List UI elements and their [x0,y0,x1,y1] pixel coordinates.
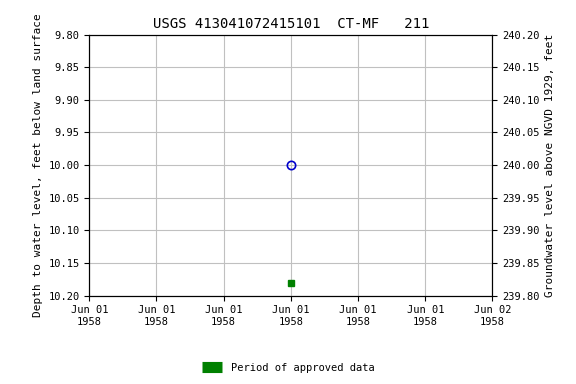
Title: USGS 413041072415101  CT-MF   211: USGS 413041072415101 CT-MF 211 [153,17,429,31]
Y-axis label: Groundwater level above NGVD 1929, feet: Groundwater level above NGVD 1929, feet [545,33,555,297]
Y-axis label: Depth to water level, feet below land surface: Depth to water level, feet below land su… [33,13,43,317]
Legend: Period of approved data: Period of approved data [198,359,378,377]
